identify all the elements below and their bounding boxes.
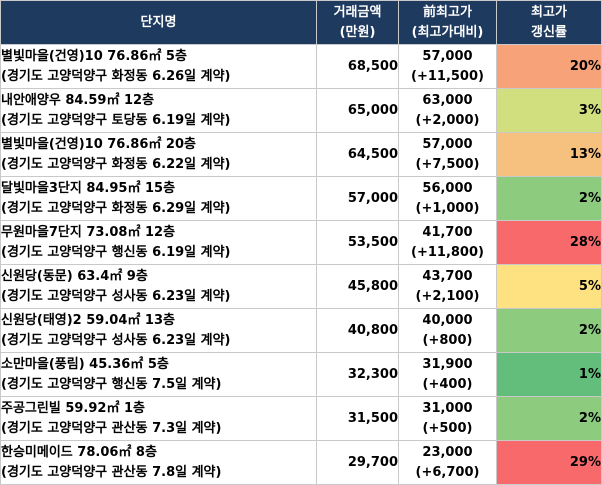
previous-high-cell: 57,000 (+11,500) xyxy=(398,44,497,89)
trade-price: 31,500 xyxy=(316,396,399,441)
previous-high-cell: 40,000 (+800) xyxy=(398,308,497,353)
complex-name: 내안애양우 84.59㎡ 12층 xyxy=(1,92,155,108)
complex-name: 한승미메이드 78.06㎡ 8층 xyxy=(1,444,157,460)
renewal-rate: 1% xyxy=(496,352,602,397)
high-difference: (+6,700) xyxy=(415,464,480,480)
complex-cell: 주공그린빌 59.92㎡ 1층 (경기도 고양덕양구 관산동 7.3일 계약) xyxy=(0,396,317,441)
complex-location: (경기도 고양덕양구 관산동 7.8일 계약) xyxy=(1,464,222,480)
previous-high: 57,000 xyxy=(422,48,473,64)
high-difference: (+400) xyxy=(422,376,473,392)
complex-location: (경기도 고양덕양구 관산동 7.3일 계약) xyxy=(1,420,222,436)
renewal-rate: 3% xyxy=(496,88,602,133)
header-price: 거래금액 (만원) xyxy=(316,0,399,45)
previous-high-cell: 41,700 (+11,800) xyxy=(398,220,497,265)
previous-high: 31,900 xyxy=(422,356,473,372)
table-row: 별빛마을(건영)10 76.86㎡ 5층 (경기도 고양덕양구 화정동 6.26일… xyxy=(0,44,602,89)
trade-price: 45,800 xyxy=(316,264,399,309)
complex-cell: 별빛마을(건영)10 76.86㎡ 5층 (경기도 고양덕양구 화정동 6.26일… xyxy=(0,44,317,89)
renewal-rate: 2% xyxy=(496,396,602,441)
previous-high: 31,000 xyxy=(422,400,473,416)
high-difference: (+2,000) xyxy=(415,112,480,128)
trade-price: 64,500 xyxy=(316,132,399,177)
table-row: 소만마을(풍림) 45.36㎡ 5층 (경기도 고양덕양구 행신동 7.5일 계약… xyxy=(0,352,602,397)
complex-cell: 내안애양우 84.59㎡ 12층 (경기도 고양덕양구 토당동 6.19일 계약) xyxy=(0,88,317,133)
renewal-rate: 2% xyxy=(496,176,602,221)
table-row: 주공그린빌 59.92㎡ 1층 (경기도 고양덕양구 관산동 7.3일 계약) 31… xyxy=(0,396,602,441)
previous-high-cell: 43,700 (+2,100) xyxy=(398,264,497,309)
complex-cell: 무원마을7단지 73.08㎡ 12층 (경기도 고양덕양구 행신동 6.19일 계… xyxy=(0,220,317,265)
previous-high: 23,000 xyxy=(422,444,473,460)
complex-name: 달빛마을3단지 84.95㎡ 15층 xyxy=(1,180,176,196)
high-difference: (+11,800) xyxy=(411,244,484,260)
complex-name: 소만마을(풍림) 45.36㎡ 5층 xyxy=(1,356,169,372)
trade-price: 68,500 xyxy=(316,44,399,89)
previous-high: 43,700 xyxy=(422,268,473,284)
renewal-rate: 28% xyxy=(496,220,602,265)
table-row: 달빛마을3단지 84.95㎡ 15층 (경기도 고양덕양구 화정동 6.29일 계… xyxy=(0,176,602,221)
renewal-rate: 5% xyxy=(496,264,602,309)
complex-cell: 별빛마을(건영)10 76.86㎡ 20층 (경기도 고양덕양구 화정동 6.22… xyxy=(0,132,317,177)
complex-name: 신원당(동문) 63.4㎡ 9층 xyxy=(1,268,148,284)
trade-price: 57,000 xyxy=(316,176,399,221)
previous-high-cell: 23,000 (+6,700) xyxy=(398,440,497,485)
complex-name: 무원마을7단지 73.08㎡ 12층 xyxy=(1,224,176,240)
table-row: 별빛마을(건영)10 76.86㎡ 20층 (경기도 고양덕양구 화정동 6.22… xyxy=(0,132,602,177)
table-row: 내안애양우 84.59㎡ 12층 (경기도 고양덕양구 토당동 6.19일 계약)… xyxy=(0,88,602,133)
trade-price: 53,500 xyxy=(316,220,399,265)
renewal-rate: 29% xyxy=(496,440,602,485)
previous-high-cell: 31,900 (+400) xyxy=(398,352,497,397)
trade-price: 32,300 xyxy=(316,352,399,397)
high-difference: (+2,100) xyxy=(415,288,480,304)
high-difference: (+800) xyxy=(422,332,473,348)
trade-price: 40,800 xyxy=(316,308,399,353)
complex-location: (경기도 고양덕양구 화정동 6.26일 계약) xyxy=(1,68,231,84)
complex-location: (경기도 고양덕양구 토당동 6.19일 계약) xyxy=(1,112,231,128)
complex-cell: 달빛마을3단지 84.95㎡ 15층 (경기도 고양덕양구 화정동 6.29일 계… xyxy=(0,176,317,221)
header-row: 단지명 거래금액 (만원) 前최고가 (최고가대비) 최고가 갱신률 xyxy=(0,0,602,45)
trade-price: 65,000 xyxy=(316,88,399,133)
previous-high-cell: 57,000 (+7,500) xyxy=(398,132,497,177)
complex-cell: 신원당(태영)2 59.04㎡ 13층 (경기도 고양덕양구 성사동 6.23일 … xyxy=(0,308,317,353)
high-difference: (+11,500) xyxy=(411,68,484,84)
header-complex-name: 단지명 xyxy=(0,0,317,45)
previous-high-cell: 56,000 (+1,000) xyxy=(398,176,497,221)
previous-high: 56,000 xyxy=(422,180,473,196)
complex-location: (경기도 고양덕양구 성사동 6.23일 계약) xyxy=(1,288,231,304)
table-row: 신원당(태영)2 59.04㎡ 13층 (경기도 고양덕양구 성사동 6.23일 … xyxy=(0,308,602,353)
previous-high: 40,000 xyxy=(422,312,473,328)
complex-name: 주공그린빌 59.92㎡ 1층 xyxy=(1,400,145,416)
previous-high: 63,000 xyxy=(422,92,473,108)
previous-high-cell: 63,000 (+2,000) xyxy=(398,88,497,133)
table-row: 무원마을7단지 73.08㎡ 12층 (경기도 고양덕양구 행신동 6.19일 계… xyxy=(0,220,602,265)
complex-location: (경기도 고양덕양구 성사동 6.23일 계약) xyxy=(1,332,231,348)
renewal-rate: 2% xyxy=(496,308,602,353)
complex-cell: 소만마을(풍림) 45.36㎡ 5층 (경기도 고양덕양구 행신동 7.5일 계약… xyxy=(0,352,317,397)
renewal-rate: 20% xyxy=(496,44,602,89)
complex-cell: 한승미메이드 78.06㎡ 8층 (경기도 고양덕양구 관산동 7.8일 계약) xyxy=(0,440,317,485)
complex-name: 별빛마을(건영)10 76.86㎡ 20층 xyxy=(1,136,196,152)
high-difference: (+500) xyxy=(422,420,473,436)
header-previous-high: 前최고가 (최고가대비) xyxy=(398,0,497,45)
complex-location: (경기도 고양덕양구 화정동 6.29일 계약) xyxy=(1,200,231,216)
previous-high: 41,700 xyxy=(422,224,473,240)
header-renewal-rate: 최고가 갱신률 xyxy=(496,0,602,45)
complex-cell: 신원당(동문) 63.4㎡ 9층 (경기도 고양덕양구 성사동 6.23일 계약) xyxy=(0,264,317,309)
complex-name: 별빛마을(건영)10 76.86㎡ 5층 xyxy=(1,48,187,64)
previous-high: 57,000 xyxy=(422,136,473,152)
complex-location: (경기도 고양덕양구 화정동 6.22일 계약) xyxy=(1,156,231,172)
table-row: 신원당(동문) 63.4㎡ 9층 (경기도 고양덕양구 성사동 6.23일 계약)… xyxy=(0,264,602,309)
complex-location: (경기도 고양덕양구 행신동 6.19일 계약) xyxy=(1,244,231,260)
renewal-rate: 13% xyxy=(496,132,602,177)
complex-location: (경기도 고양덕양구 행신동 7.5일 계약) xyxy=(1,376,222,392)
previous-high-cell: 31,000 (+500) xyxy=(398,396,497,441)
table-body: 별빛마을(건영)10 76.86㎡ 5층 (경기도 고양덕양구 화정동 6.26일… xyxy=(0,44,602,485)
complex-name: 신원당(태영)2 59.04㎡ 13층 xyxy=(1,312,175,328)
high-difference: (+7,500) xyxy=(415,156,480,172)
trade-price: 29,700 xyxy=(316,440,399,485)
table-row: 한승미메이드 78.06㎡ 8층 (경기도 고양덕양구 관산동 7.8일 계약) 2… xyxy=(0,440,602,485)
high-difference: (+1,000) xyxy=(415,200,480,216)
